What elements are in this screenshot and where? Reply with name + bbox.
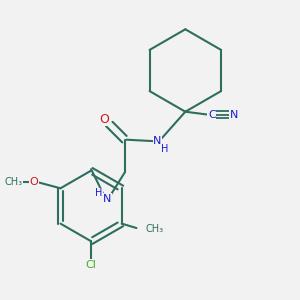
Text: CH₃: CH₃ (145, 224, 164, 235)
Text: O: O (99, 112, 109, 126)
Text: Cl: Cl (86, 260, 97, 270)
Text: O: O (30, 177, 38, 188)
Text: N: N (153, 136, 161, 146)
Text: H: H (161, 143, 168, 154)
Text: N: N (230, 110, 238, 120)
Text: N: N (103, 194, 112, 204)
Text: C: C (208, 110, 216, 120)
Text: H: H (95, 188, 102, 198)
Text: CH₃: CH₃ (4, 177, 22, 188)
